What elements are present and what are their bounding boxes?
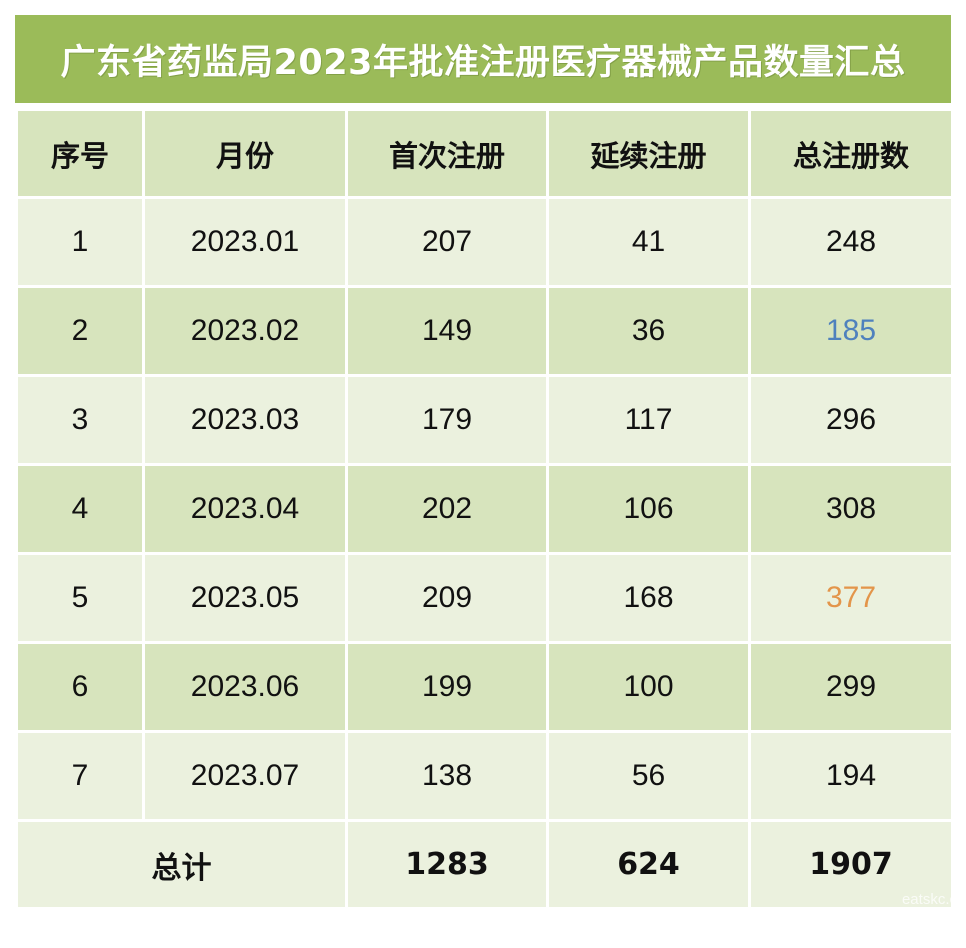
cell-renewal: 117 — [546, 374, 751, 466]
cell-no: 5 — [15, 552, 145, 644]
cell-month: 2023.05 — [142, 552, 348, 644]
header-total-registrations: 总注册数 — [748, 108, 954, 199]
cell-month: 2023.03 — [142, 374, 348, 466]
cell-month: 2023.01 — [142, 196, 348, 288]
total-row: 总计 1283 624 1907 — [15, 819, 954, 910]
table-title: 广东省药监局2023年批准注册医疗器械产品数量汇总 — [15, 15, 951, 103]
total-label: 总计 — [15, 819, 348, 910]
summary-sheet: 广东省药监局2023年批准注册医疗器械产品数量汇总 序号 月份 首次注册 延续注… — [15, 15, 957, 910]
header-no: 序号 — [15, 108, 145, 199]
table-row: 2 2023.02 149 36 185 — [15, 285, 954, 377]
header-month: 月份 — [142, 108, 348, 199]
cell-no: 3 — [15, 374, 145, 466]
header-first-registration: 首次注册 — [345, 108, 549, 199]
cell-first: 199 — [345, 641, 549, 733]
cell-month: 2023.04 — [142, 463, 348, 555]
cell-no: 6 — [15, 641, 145, 733]
cell-first: 149 — [345, 285, 549, 377]
cell-first: 202 — [345, 463, 549, 555]
watermark: eatskc.c — [901, 891, 957, 908]
cell-renewal: 168 — [546, 552, 751, 644]
table-row: 6 2023.06 199 100 299 — [15, 641, 954, 733]
registration-table: 序号 月份 首次注册 延续注册 总注册数 1 2023.01 207 41 24… — [15, 108, 954, 910]
cell-renewal: 106 — [546, 463, 751, 555]
table-body: 1 2023.01 207 41 248 2 2023.02 149 36 18… — [15, 196, 954, 822]
cell-total: 194 — [748, 730, 954, 822]
cell-renewal: 100 — [546, 641, 751, 733]
header-renewal-registration: 延续注册 — [546, 108, 751, 199]
table-row: 1 2023.01 207 41 248 — [15, 196, 954, 288]
cell-total: 248 — [748, 196, 954, 288]
cell-no: 7 — [15, 730, 145, 822]
total-renewal: 624 — [546, 819, 751, 910]
cell-first: 207 — [345, 196, 549, 288]
cell-total: 299 — [748, 641, 954, 733]
total-all: 1907 — [748, 819, 954, 910]
cell-total-min-highlight: 185 — [748, 285, 954, 377]
table-footer: 总计 1283 624 1907 — [15, 819, 954, 910]
table-header: 序号 月份 首次注册 延续注册 总注册数 — [15, 108, 954, 199]
cell-month: 2023.07 — [142, 730, 348, 822]
cell-total: 308 — [748, 463, 954, 555]
cell-month: 2023.02 — [142, 285, 348, 377]
cell-no: 1 — [15, 196, 145, 288]
title-gap — [15, 103, 951, 108]
table-row: 4 2023.04 202 106 308 — [15, 463, 954, 555]
cell-first: 209 — [345, 552, 549, 644]
table-row: 7 2023.07 138 56 194 — [15, 730, 954, 822]
cell-renewal: 36 — [546, 285, 751, 377]
cell-no: 2 — [15, 285, 145, 377]
cell-renewal: 41 — [546, 196, 751, 288]
table-row: 3 2023.03 179 117 296 — [15, 374, 954, 466]
total-first: 1283 — [345, 819, 549, 910]
cell-renewal: 56 — [546, 730, 751, 822]
header-row: 序号 月份 首次注册 延续注册 总注册数 — [15, 108, 954, 199]
cell-first: 138 — [345, 730, 549, 822]
cell-month: 2023.06 — [142, 641, 348, 733]
cell-total-max-highlight: 377 — [748, 552, 954, 644]
cell-total: 296 — [748, 374, 954, 466]
table-row: 5 2023.05 209 168 377 — [15, 552, 954, 644]
cell-no: 4 — [15, 463, 145, 555]
cell-first: 179 — [345, 374, 549, 466]
